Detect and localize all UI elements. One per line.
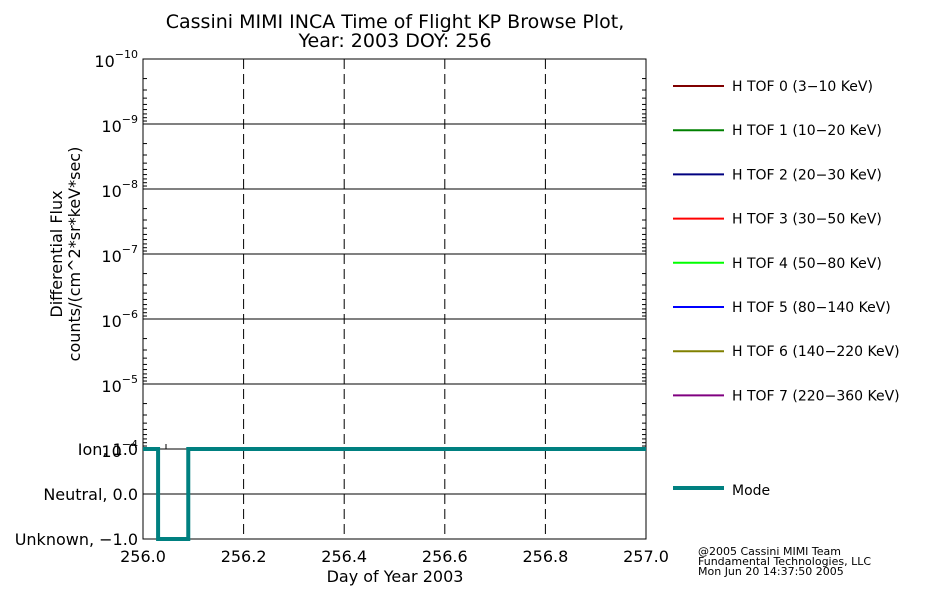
x-tick-label: 257.0	[623, 547, 669, 566]
flux-y-tick-label: 10−10	[94, 48, 138, 71]
y-axis-title-line2: counts/(cm^2*sr*keV*sec)	[65, 147, 84, 362]
credit-line: Mon Jun 20 14:37:50 2005	[698, 565, 844, 578]
flux-y-tick-label: 10−9	[101, 113, 138, 136]
legend-label: H TOF 4 (50−80 KeV)	[732, 256, 882, 272]
mode-y-tick-label: Unknown, −1.0	[15, 530, 138, 549]
legend-label: H TOF 6 (140−220 KeV)	[732, 344, 900, 360]
x-tick-label: 256.2	[221, 547, 267, 566]
legend-label-mode: Mode	[732, 483, 770, 499]
legend-label: H TOF 2 (20−30 KeV)	[732, 167, 882, 183]
mode-y-tick-label: Neutral, 0.0	[43, 485, 138, 504]
flux-y-tick-label: 10−5	[101, 373, 138, 396]
mode-series-line	[143, 447, 646, 541]
chart-title: Cassini MIMI INCA Time of Flight KP Brow…	[166, 11, 625, 33]
y-axis-title-line1: Differential Flux	[47, 190, 66, 317]
x-tick-label: 256.6	[422, 547, 468, 566]
legend-label: H TOF 0 (3−10 KeV)	[732, 79, 873, 95]
mode-y-tick-label: Ion, 1.0	[78, 440, 138, 459]
x-tick-label: 256.8	[522, 547, 568, 566]
flux-y-tick-label: 10−4	[101, 438, 138, 461]
credit-line: @2005 Cassini MIMI Team	[698, 545, 841, 558]
chart-subtitle: Year: 2003 DOY: 256	[297, 30, 491, 52]
flux-y-tick-label: 10−6	[101, 308, 138, 331]
legend-label: H TOF 3 (30−50 KeV)	[732, 212, 882, 228]
x-tick-label: 256.4	[321, 547, 367, 566]
legend-label: H TOF 7 (220−360 KeV)	[732, 388, 900, 404]
x-axis-title: Day of Year 2003	[327, 567, 464, 586]
x-tick-label: 256.0	[120, 547, 166, 566]
credit-line: Fundamental Technologies, LLC	[698, 555, 871, 568]
flux-y-tick-label: 10−8	[101, 178, 138, 201]
legend-label: H TOF 1 (10−20 KeV)	[732, 123, 882, 139]
legend-label: H TOF 5 (80−140 KeV)	[732, 300, 891, 316]
flux-y-tick-label: 10−7	[101, 243, 138, 266]
